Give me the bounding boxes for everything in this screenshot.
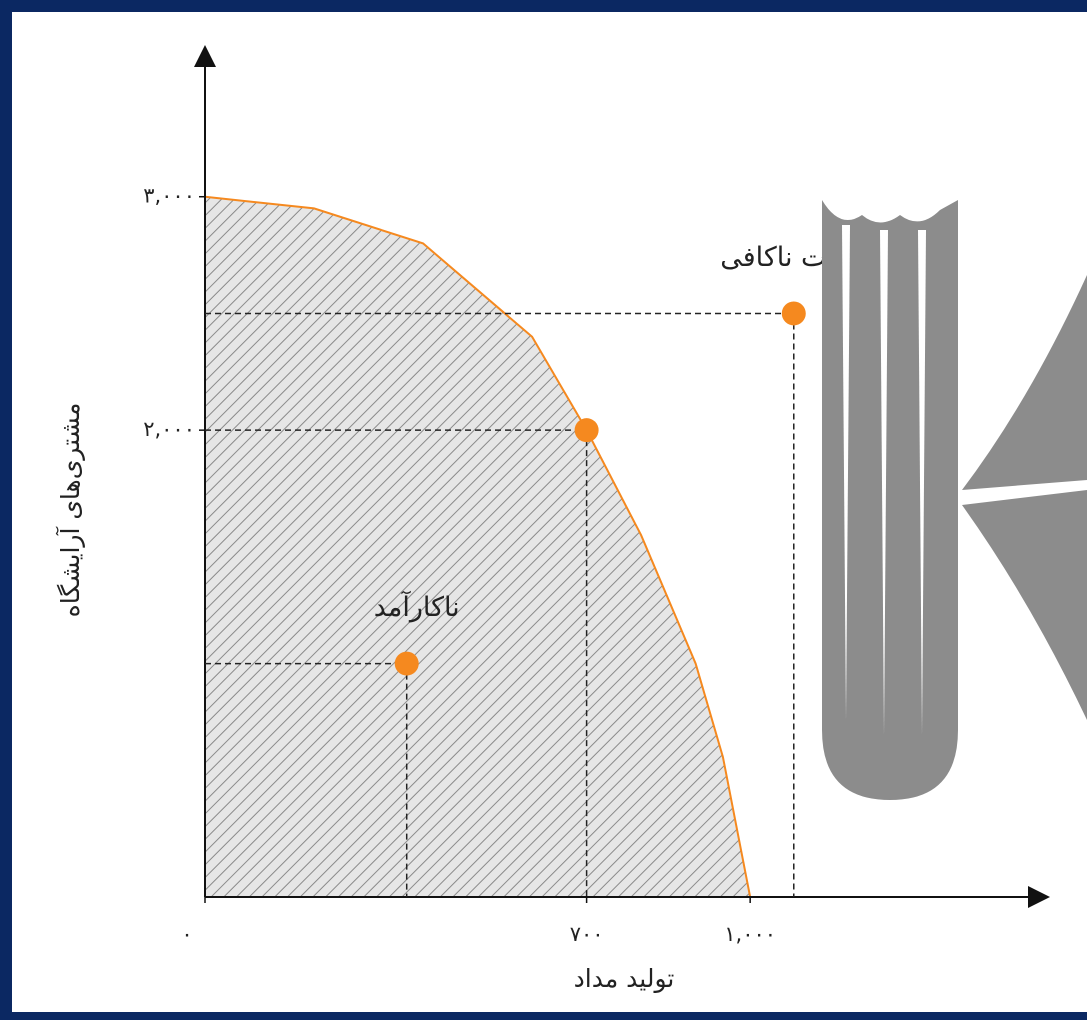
point [781,301,806,326]
y-tick-label: ۲,۰۰۰ [143,417,195,441]
x-tick-label: ۷۰۰ [570,922,604,946]
y-tick-label: ۳,۰۰۰ [143,184,195,208]
x-axis-title: تولید مداد [574,964,675,993]
frontier-area [205,196,751,898]
x-tick-label: ۰ [181,922,192,946]
x-axis-arrow [1028,886,1050,908]
y-axis-title: مشتری‌های آرایشگاه [55,403,85,618]
y-axis-arrow [194,45,216,67]
x-tick-label: ۱,۰۰۰ [724,922,776,946]
point [574,418,599,443]
point-label: ناکارآمد [374,591,460,623]
point [394,651,419,676]
watermark-stripes [842,225,926,735]
